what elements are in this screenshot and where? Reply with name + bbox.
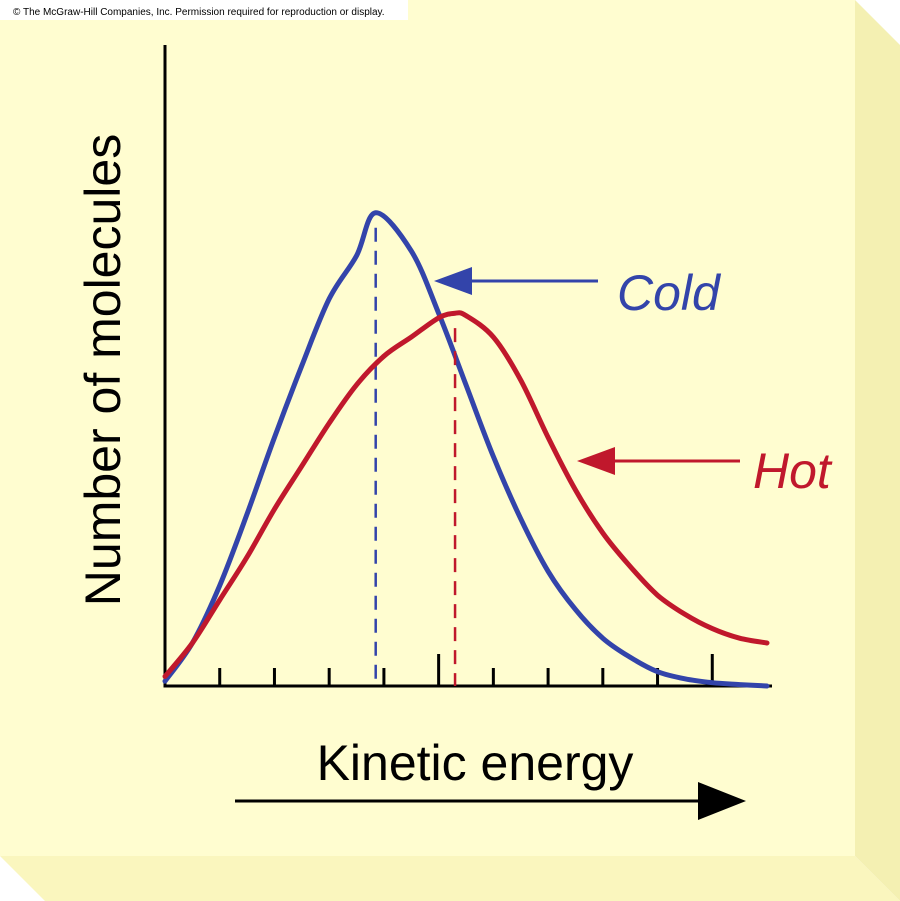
hot-pointer-arrowhead [577, 447, 615, 475]
y-axis-label: Number of molecules [75, 134, 131, 606]
x-direction-arrow-head [698, 782, 746, 820]
hot-series-label: Hot [753, 443, 833, 499]
card-bottom-side [0, 856, 900, 901]
cold-series-label: Cold [617, 265, 722, 321]
copyright-band [0, 0, 408, 20]
card-face [0, 0, 855, 856]
hot-curve [162, 310, 770, 679]
cold-curve [162, 210, 770, 689]
x-axis-label: Kinetic energy [317, 735, 634, 791]
card-right-side [855, 0, 900, 901]
copyright-text: © The McGraw-Hill Companies, Inc. Permis… [13, 7, 385, 18]
cold-pointer-arrowhead [434, 267, 472, 295]
